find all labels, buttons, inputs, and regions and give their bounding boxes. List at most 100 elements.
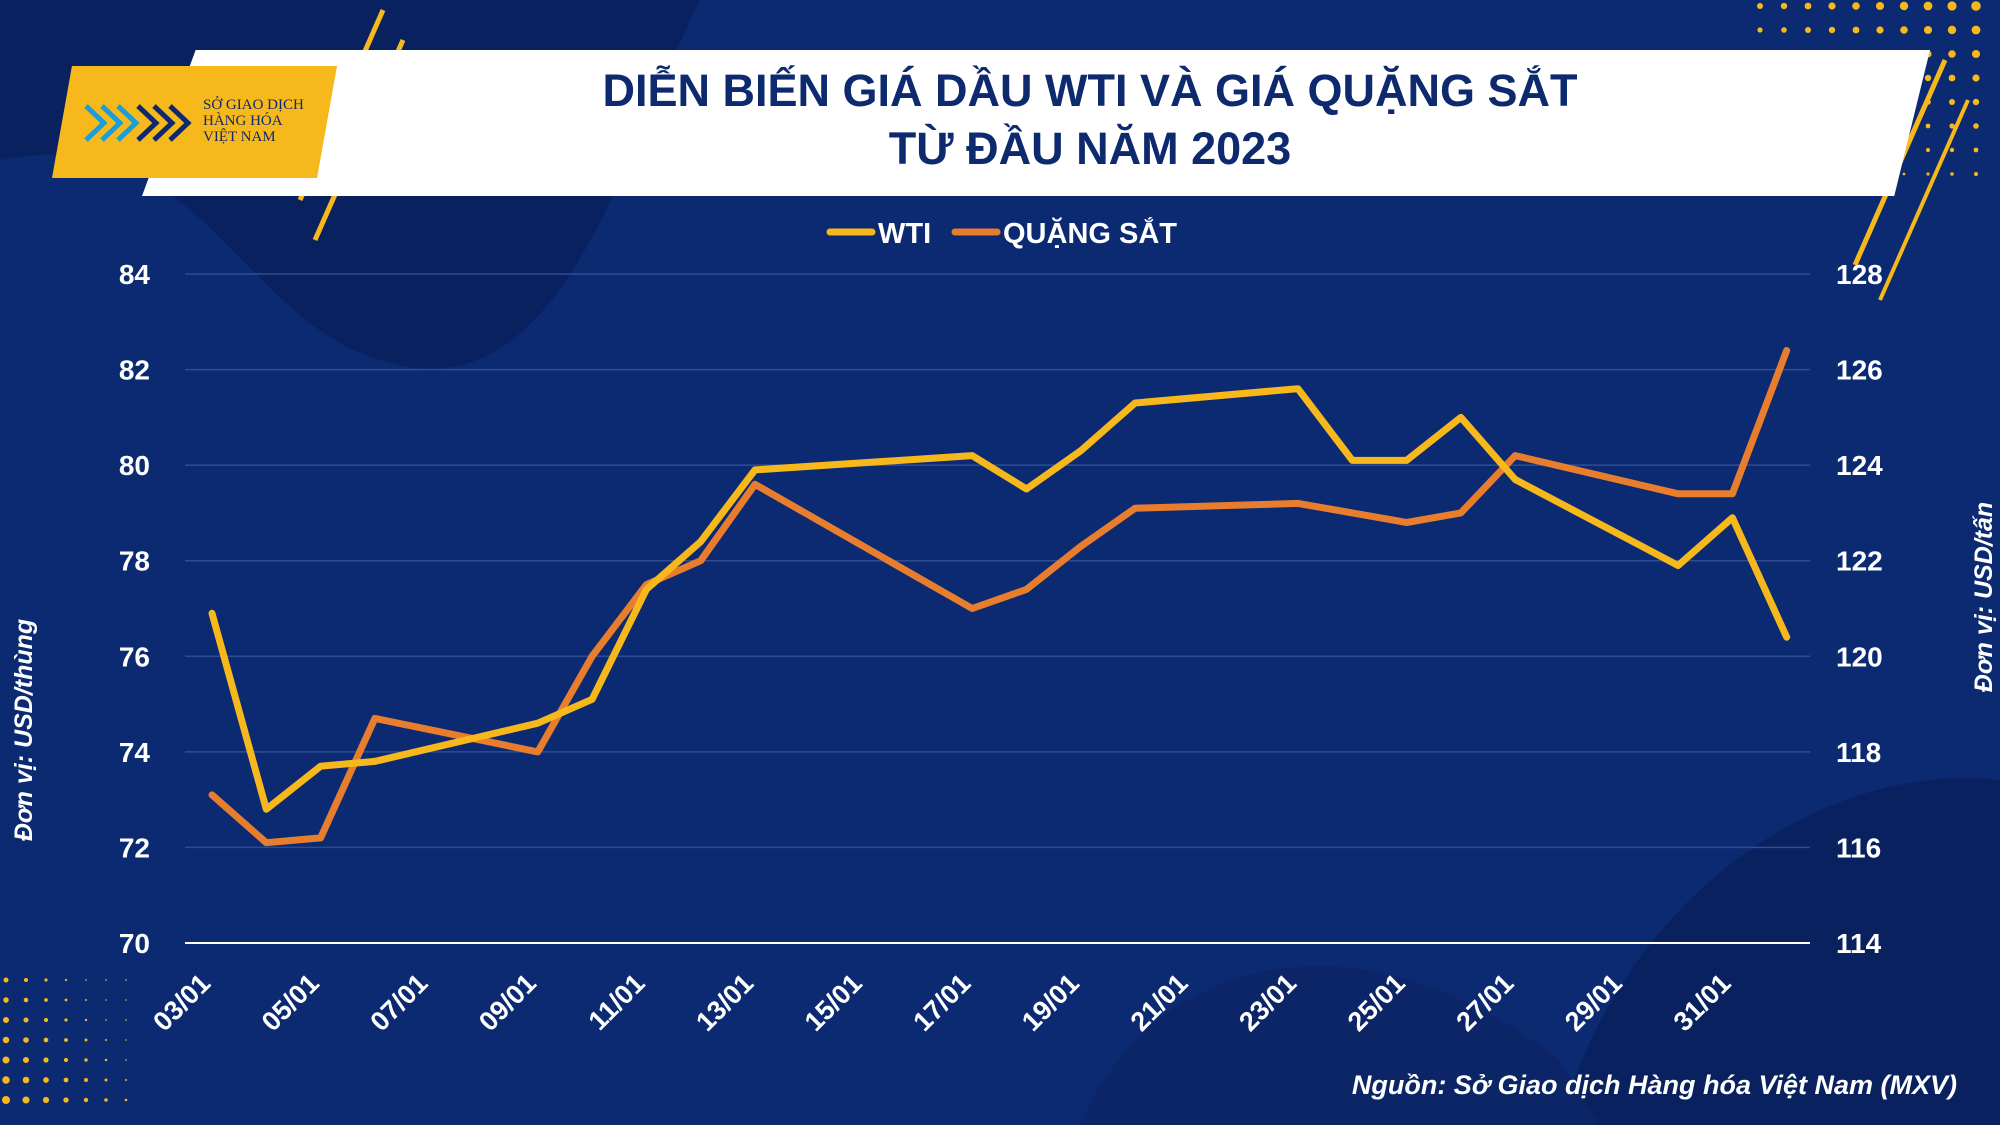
deco-dot <box>1949 99 1955 105</box>
series-line-iron-ore <box>208 347 1791 847</box>
y-right-tick-label: 128 <box>1836 259 1883 290</box>
deco-dot <box>43 1037 49 1043</box>
deco-dot <box>1925 123 1931 129</box>
deco-dot <box>124 1078 128 1082</box>
bg-wave-right <box>1560 778 2000 1125</box>
deco-dot <box>1925 99 1931 105</box>
deco-dot <box>1973 123 1979 129</box>
x-tick-label: 03/01 <box>147 968 216 1037</box>
legend-label: WTI <box>878 218 931 250</box>
y-right-tick-label: 126 <box>1836 355 1883 386</box>
logo-text-line: HÀNG HÓA <box>203 113 283 129</box>
deco-dot <box>1757 27 1763 33</box>
deco-dot <box>1948 50 1956 58</box>
deco-dot <box>1780 2 1788 10</box>
deco-dot <box>1876 2 1884 10</box>
deco-dot <box>125 1039 127 1041</box>
deco-dot <box>105 999 107 1001</box>
title-line-2: TỪ ĐẦU NĂM 2023 <box>888 123 1292 174</box>
x-tick-label: 09/01 <box>473 968 542 1037</box>
deco-dot <box>1902 172 1906 176</box>
deco-dot <box>1926 148 1930 152</box>
deco-dot <box>104 1058 108 1062</box>
deco-dot <box>1852 2 1860 10</box>
deco-dot <box>64 1038 68 1042</box>
deco-dot <box>104 1098 108 1102</box>
x-tick-label: 29/01 <box>1559 968 1628 1037</box>
deco-dot <box>1972 50 1980 58</box>
y-left-tick-label: 72 <box>119 832 150 863</box>
deco-dot <box>43 1077 49 1083</box>
deco-dot <box>1972 74 1980 82</box>
series-line-wti <box>208 385 1791 813</box>
deco-dot <box>1926 172 1930 176</box>
deco-dot <box>1974 172 1978 176</box>
deco-dot <box>1924 26 1932 34</box>
logo-text-line: SỞ GIAO DỊCH <box>203 97 304 113</box>
deco-dot <box>1804 2 1812 10</box>
x-tick-label: 15/01 <box>799 968 868 1037</box>
deco-dot <box>64 1018 68 1022</box>
deco-dot <box>83 1097 89 1103</box>
deco-dot <box>63 1077 69 1083</box>
title-line-1: DIỄN BIẾN GIÁ DẦU WTI VÀ GIÁ QUẶNG SẮT <box>602 65 1578 116</box>
deco-dot <box>22 1096 30 1104</box>
deco-dot <box>2 1076 10 1084</box>
y-right-tick-label: 122 <box>1836 546 1883 577</box>
y-left-tick-label: 78 <box>119 546 150 577</box>
x-tick-label: 13/01 <box>690 968 759 1037</box>
deco-dot <box>2 1096 10 1104</box>
y-right-tick-label: 124 <box>1836 450 1883 481</box>
y-left-tick-label: 82 <box>119 355 150 386</box>
y-left-tick-label: 76 <box>119 641 150 672</box>
deco-dot <box>63 1097 69 1103</box>
deco-dot <box>23 1037 29 1043</box>
deco-dot <box>124 1098 128 1102</box>
deco-dot <box>125 1019 127 1021</box>
deco-dot <box>44 998 48 1002</box>
legend-label: QUẶNG SẮT <box>1003 216 1177 250</box>
deco-dot <box>1949 123 1955 129</box>
deco-dot <box>64 998 68 1002</box>
x-tick-label: 17/01 <box>907 968 976 1037</box>
y-left-tick-label: 70 <box>119 928 150 959</box>
deco-dot <box>43 1017 49 1023</box>
deco-dot <box>22 1056 30 1064</box>
deco-dot <box>22 1076 30 1084</box>
deco-dot <box>84 1018 88 1022</box>
chart-title: DIỄN BIẾN GIÁ DẦU WTI VÀ GIÁ QUẶNG SẮT T… <box>420 62 1760 178</box>
y-left-tick-label: 84 <box>119 259 151 290</box>
x-tick-label: 23/01 <box>1233 968 1302 1037</box>
deco-dot <box>1781 27 1787 33</box>
x-tick-label: 07/01 <box>364 968 433 1037</box>
deco-dot <box>105 979 107 981</box>
deco-dot <box>1971 1 1981 11</box>
y-right-tick-label: 114 <box>1836 928 1882 959</box>
x-tick-label: 27/01 <box>1450 968 1519 1037</box>
deco-dot <box>125 979 127 981</box>
deco-dot <box>1947 1 1957 11</box>
deco-dot <box>1900 26 1908 34</box>
deco-dot <box>84 1058 88 1062</box>
deco-dot <box>1757 3 1763 9</box>
deco-dot <box>1947 25 1957 35</box>
deco-dot <box>1852 26 1860 34</box>
deco-dot <box>125 1059 127 1061</box>
deco-dot <box>1948 74 1956 82</box>
deco-dot <box>1828 2 1836 10</box>
deco-dot <box>2 1056 10 1064</box>
deco-dot <box>1899 1 1909 11</box>
deco-dot <box>84 1078 88 1082</box>
deco-dot <box>42 1096 50 1104</box>
deco-dot <box>63 1057 69 1063</box>
deco-dot <box>105 1039 107 1041</box>
deco-dot <box>1949 147 1955 153</box>
deco-dot <box>44 978 48 982</box>
deco-dot <box>1972 98 1980 106</box>
deco-dot <box>43 1057 49 1063</box>
deco-dot <box>1923 1 1933 11</box>
x-tick-label: 31/01 <box>1668 968 1737 1037</box>
deco-dot <box>1876 26 1884 34</box>
title-banner <box>142 50 1930 196</box>
